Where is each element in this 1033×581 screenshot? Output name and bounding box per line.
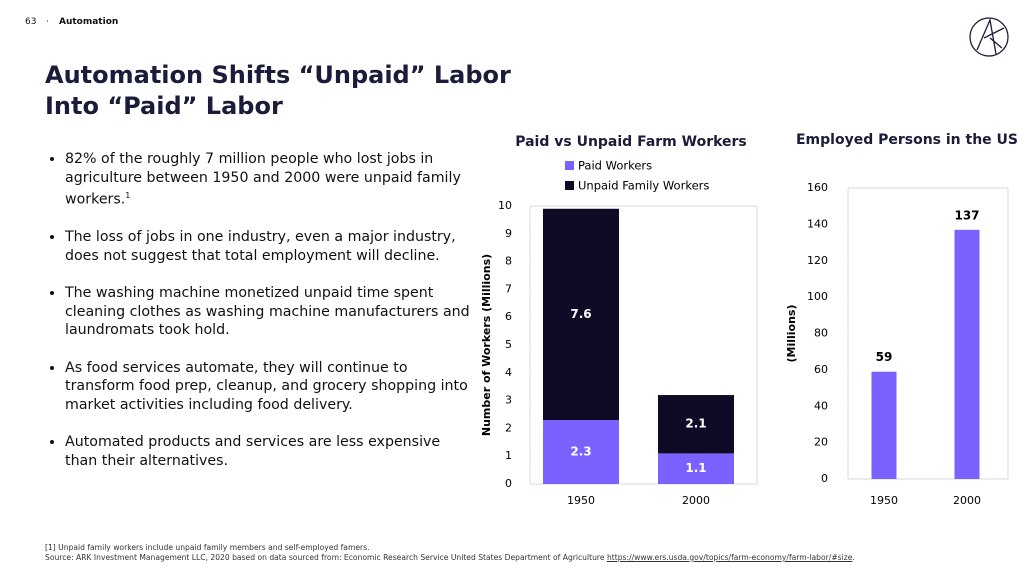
bar-segment xyxy=(658,395,734,454)
y-tick-label: 3 xyxy=(505,394,512,407)
chart-title: Employed Persons in the US xyxy=(796,132,1018,148)
x-tick-label: 1950 xyxy=(567,494,595,507)
title-line: Into “Paid” Labor xyxy=(45,92,283,120)
y-tick-label: 0 xyxy=(821,472,828,485)
value-label: 137 xyxy=(954,208,979,222)
legend-label: Unpaid Family Workers xyxy=(578,179,709,193)
chart-title: Paid vs Unpaid Farm Workers xyxy=(515,134,747,150)
bullet-text: As food services automate, they will con… xyxy=(65,359,468,413)
bullet: 82% of the roughly 7 million people who … xyxy=(65,150,475,209)
y-tick-label: 80 xyxy=(814,327,828,340)
y-tick-label: 7 xyxy=(505,282,512,295)
y-tick-label: 2 xyxy=(505,421,512,434)
value-label: 2.3 xyxy=(570,445,591,459)
legend-swatch xyxy=(565,161,574,170)
bar-segment xyxy=(543,208,619,421)
source: Source: ARK Investment Management LLC, 2… xyxy=(45,553,855,562)
y-tick-label: 8 xyxy=(505,255,512,268)
value-label: 2.1 xyxy=(685,417,706,431)
x-tick-label: 1950 xyxy=(870,494,898,507)
y-tick-label: 9 xyxy=(505,227,512,240)
y-tick-label: 5 xyxy=(505,338,512,351)
title: Automation Shifts “Unpaid” Labor Into “Pa… xyxy=(45,60,511,122)
value-label: 1.1 xyxy=(685,461,706,475)
bar-segment xyxy=(658,453,734,484)
logo xyxy=(969,17,1009,57)
bullet-text: The loss of jobs in one industry, even a… xyxy=(65,229,456,264)
y-tick-label: 20 xyxy=(814,436,828,449)
y-tick-label: 120 xyxy=(807,254,828,267)
y-axis-label: (Millions) xyxy=(785,304,798,362)
value-label: 7.6 xyxy=(570,307,591,321)
bar xyxy=(954,229,980,479)
footnote: [1] Unpaid family workers include unpaid… xyxy=(45,543,370,552)
bullet: The washing machine monetized unpaid tim… xyxy=(65,284,475,340)
y-tick-label: 0 xyxy=(505,477,512,490)
bullet-text: The washing machine monetized unpaid tim… xyxy=(65,285,470,339)
bar xyxy=(871,371,897,479)
bullet: The loss of jobs in one industry, even a… xyxy=(65,228,475,265)
y-axis-label: Number of Workers (Millions) xyxy=(480,254,493,436)
y-tick-label: 40 xyxy=(814,399,828,412)
source-text: Source: ARK Investment Management LLC, 2… xyxy=(45,553,605,562)
bullet-text: 82% of the roughly 7 million people who … xyxy=(65,151,461,208)
page-number: 63 xyxy=(25,17,37,27)
y-tick-label: 6 xyxy=(505,310,512,323)
y-tick-label: 4 xyxy=(505,366,512,379)
bullet-text: Automated products and services are less… xyxy=(65,434,441,469)
x-tick-label: 2000 xyxy=(682,494,710,507)
source-end: . xyxy=(852,553,855,562)
value-label: 59 xyxy=(876,350,893,364)
y-tick-label: 10 xyxy=(498,199,512,212)
legend-swatch xyxy=(565,181,574,190)
bullet-list: 82% of the roughly 7 million people who … xyxy=(42,150,475,489)
bullet: As food services automate, they will con… xyxy=(65,359,475,415)
title-line: Automation Shifts “Unpaid” Labor xyxy=(45,61,511,89)
dot: · xyxy=(46,17,49,27)
y-tick-label: 1 xyxy=(505,449,512,462)
y-tick-label: 140 xyxy=(807,217,828,230)
y-tick-label: 100 xyxy=(807,290,828,303)
section: Automation xyxy=(59,17,119,27)
source-link[interactable]: https://www.ers.usda.gov/topics/farm-eco… xyxy=(606,553,853,562)
bar-segment xyxy=(543,420,619,484)
y-tick-label: 60 xyxy=(814,363,828,376)
note-ref: 1 xyxy=(125,191,131,200)
legend-label: Paid Workers xyxy=(578,159,652,173)
y-tick-label: 160 xyxy=(807,181,828,194)
x-tick-label: 2000 xyxy=(953,494,981,507)
bullet: Automated products and services are less… xyxy=(65,433,475,470)
